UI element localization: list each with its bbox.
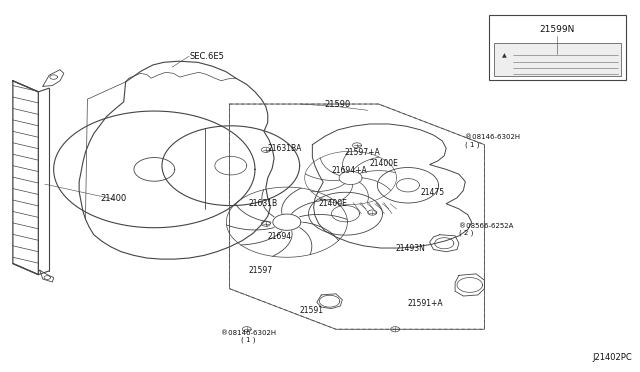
Text: 21400: 21400 <box>100 195 127 203</box>
Text: 21631B: 21631B <box>248 199 278 208</box>
Text: 21599N: 21599N <box>540 25 575 33</box>
Text: 21597: 21597 <box>248 266 273 275</box>
Text: ®08146-6302H
( 1 ): ®08146-6302H ( 1 ) <box>221 330 276 343</box>
Text: 21400E: 21400E <box>319 199 348 208</box>
Text: J21402PC: J21402PC <box>593 353 632 362</box>
Text: 21591+A: 21591+A <box>408 299 444 308</box>
Text: 21590: 21590 <box>324 100 351 109</box>
Bar <box>489 15 626 80</box>
Text: 21694: 21694 <box>268 232 292 241</box>
Text: 21631BA: 21631BA <box>268 144 302 153</box>
Text: 21475: 21475 <box>420 188 445 197</box>
Bar <box>494 42 621 76</box>
Text: SEC.6E5: SEC.6E5 <box>189 52 224 61</box>
Text: ®08146-6302H
( 1 ): ®08146-6302H ( 1 ) <box>465 134 520 148</box>
Text: ▲: ▲ <box>502 53 507 58</box>
Text: 21493N: 21493N <box>395 244 425 253</box>
Text: ®08566-6252A
( 2 ): ®08566-6252A ( 2 ) <box>459 223 513 236</box>
Text: 21400E: 21400E <box>370 158 399 168</box>
Text: 21597+A: 21597+A <box>344 148 380 157</box>
Text: 21591: 21591 <box>300 306 324 315</box>
Text: 21694+A: 21694+A <box>332 166 367 175</box>
